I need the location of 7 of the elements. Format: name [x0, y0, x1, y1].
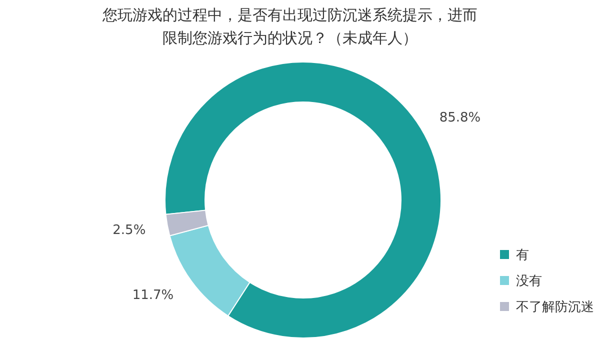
data-label: 2.5% [112, 223, 146, 238]
chart-title: 您玩游戏的过程中，是否有出现过防沉迷系统提示，进而限制您游戏行为的状况？（未成年人） [102, 5, 478, 49]
legend-label: 没有 [516, 274, 542, 289]
legend-label: 不了解防沉迷 [516, 300, 594, 315]
legend-label: 有 [516, 248, 529, 263]
data-label: 11.7% [132, 288, 174, 304]
data-label: 85.8% [439, 110, 481, 126]
